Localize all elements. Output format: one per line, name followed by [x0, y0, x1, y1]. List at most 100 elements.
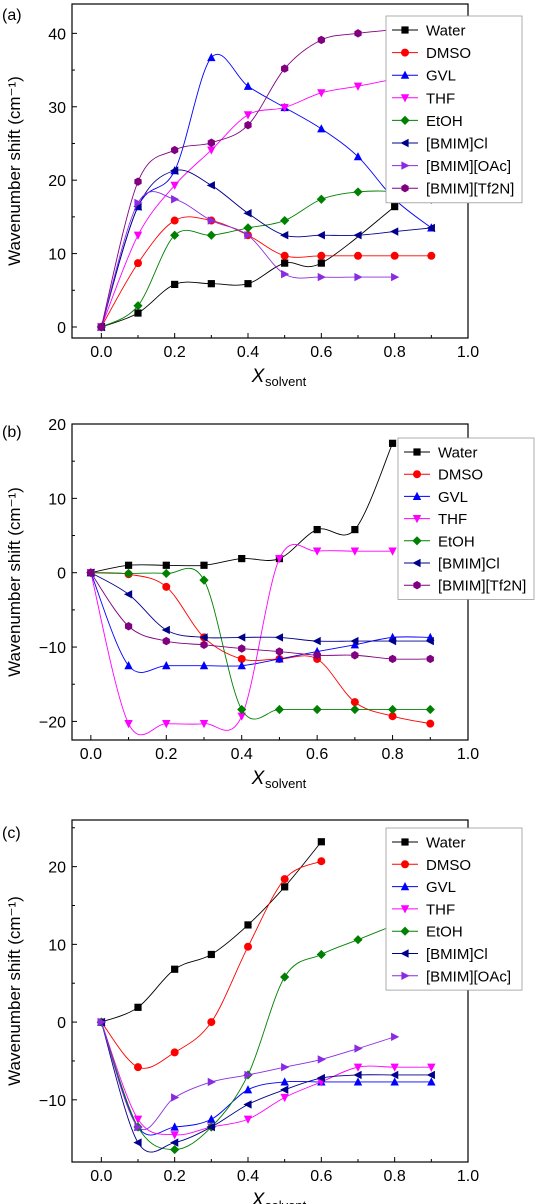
data-point-4: [274, 704, 285, 715]
data-point-1: [350, 698, 359, 707]
data-point-2: [199, 661, 209, 670]
legend-marker: [412, 536, 422, 546]
y-tick-label: 0: [57, 320, 66, 337]
data-point-6: [244, 1070, 253, 1080]
data-point-1: [317, 857, 326, 866]
data-point-4: [123, 568, 134, 579]
x-tick-label: 0.2: [155, 746, 177, 763]
y-axis-label: Wavenumber shift (cm⁻¹): [5, 896, 24, 1086]
data-point-2: [243, 1085, 253, 1094]
data-point-0: [238, 554, 246, 563]
data-point-2: [207, 52, 216, 62]
legend-label: Water: [426, 835, 465, 852]
data-point-3: [317, 89, 326, 98]
plot-area: [96, 838, 436, 1155]
legend-marker: [412, 558, 421, 568]
data-point-0: [281, 883, 289, 891]
data-point-4: [199, 575, 209, 585]
legend-label: THF: [426, 90, 455, 107]
data-point-0: [171, 280, 179, 289]
data-point-6: [391, 272, 400, 282]
legend-marker: [400, 70, 410, 79]
y-tick-label: 20: [48, 860, 66, 877]
legend-label: Water: [438, 445, 477, 462]
y-tick-label: 30: [48, 100, 66, 117]
data-point-4: [316, 949, 326, 960]
data-point-5: [243, 1100, 252, 1109]
legend-label: THF: [426, 901, 455, 918]
y-tick-label: 40: [48, 26, 66, 43]
plot-frame: [71, 819, 469, 1163]
x-tick-label: 0.2: [164, 1168, 186, 1185]
data-point-0: [171, 965, 179, 973]
data-point-3: [427, 1063, 436, 1072]
data-point-0: [244, 921, 252, 929]
data-point-2: [275, 654, 284, 663]
data-point-1: [426, 719, 435, 728]
x-tick-label: 0.6: [310, 1168, 332, 1185]
data-point-0: [134, 309, 142, 317]
data-point-0: [317, 838, 325, 846]
data-point-1: [280, 875, 289, 884]
data-point-7: [207, 138, 215, 147]
series-line-5: [90, 572, 431, 642]
legend-label: DMSO: [426, 857, 471, 874]
x-axis-label-subscript: solvent: [265, 776, 307, 791]
data-point-5: [316, 1073, 325, 1083]
data-point-0: [207, 950, 215, 959]
data-point-1: [354, 251, 362, 260]
x-tick-label: 0.4: [237, 344, 259, 361]
data-point-4: [170, 230, 180, 240]
series-line-4: [101, 190, 432, 328]
data-point-2: [353, 152, 363, 161]
data-point-3: [133, 231, 143, 240]
data-point-4: [133, 301, 143, 311]
data-point-0: [388, 439, 397, 447]
data-point-1: [427, 251, 436, 260]
y-tick-label: 20: [48, 417, 66, 434]
data-point-1: [280, 251, 289, 260]
data-point-6: [244, 231, 253, 240]
data-point-6: [207, 1077, 216, 1087]
x-axis-label: X: [251, 768, 266, 789]
legend-marker: [400, 905, 410, 914]
legend-label: THF: [438, 511, 467, 528]
data-point-4: [206, 230, 216, 240]
data-point-3: [353, 82, 363, 91]
data-point-5: [390, 1070, 399, 1080]
legend-label: GVL: [426, 68, 456, 85]
legend-marker: [400, 949, 409, 958]
data-point-3: [350, 547, 360, 556]
data-point-5: [133, 1138, 142, 1147]
data-point-7: [281, 64, 289, 73]
x-tick-label: 0.0: [90, 1168, 112, 1185]
legend-marker: [412, 491, 422, 500]
data-point-5: [353, 231, 362, 240]
legend-marker: [413, 448, 421, 456]
data-point-0: [391, 203, 399, 211]
data-point-4: [425, 704, 435, 715]
data-point-2: [280, 1077, 289, 1086]
data-point-0: [162, 561, 170, 569]
legend-marker: [401, 971, 410, 980]
data-point-3: [388, 547, 397, 556]
x-tick-label: 0.8: [384, 1168, 406, 1185]
data-point-0: [244, 280, 252, 288]
legend-marker: [400, 115, 410, 125]
data-point-6: [281, 269, 290, 279]
legend-label: [BMIM][OAc]: [426, 968, 511, 985]
series-line-4: [90, 567, 431, 720]
series-line-1: [100, 216, 432, 328]
data-point-5: [426, 223, 435, 233]
x-tick-label: 0.6: [310, 344, 332, 361]
data-point-6: [351, 651, 359, 660]
data-point-5: [133, 202, 142, 211]
legend: Water DMSO GVL THF EtOH [BMIM]Cl [BMIM][OAc] [B…: [385, 15, 523, 204]
data-point-1: [207, 1018, 216, 1027]
legend-marker: [412, 515, 422, 524]
x-tick-label: 0.0: [80, 746, 102, 763]
data-point-4: [353, 187, 363, 197]
series-line-0: [101, 841, 322, 1023]
x-axis-label-subscript: solvent: [265, 1198, 307, 1204]
data-point-3: [124, 720, 133, 729]
